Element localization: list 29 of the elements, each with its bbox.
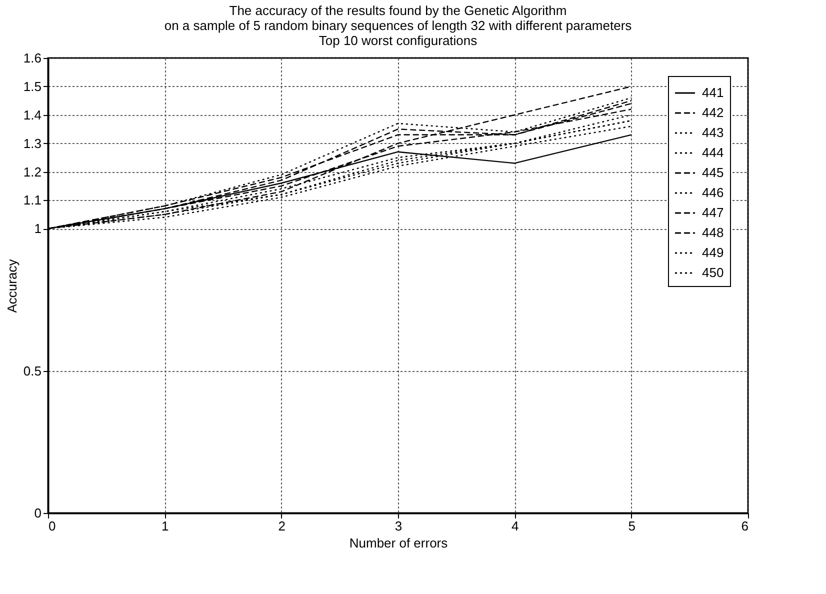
y-tick-label: 1 xyxy=(34,221,42,236)
y-tick-label: 0 xyxy=(34,506,42,520)
x-tick-label: 1 xyxy=(162,518,169,534)
legend-label: 446 xyxy=(702,185,724,200)
x-tick-label: 3 xyxy=(394,518,402,534)
legend-label: 450 xyxy=(702,265,724,280)
legend-label: 442 xyxy=(702,105,724,120)
x-tick-label: 4 xyxy=(512,518,519,534)
legend-label: 448 xyxy=(702,225,724,240)
y-tick-label: 0.5 xyxy=(23,363,42,378)
y-tick-label: 1.2 xyxy=(23,164,42,180)
y-tick-label: 1.4 xyxy=(23,107,42,122)
y-tick-label: 1.1 xyxy=(23,192,42,208)
x-tick-label: 6 xyxy=(741,518,748,534)
y-tick-label: 1.6 xyxy=(23,50,42,66)
legend-label: 443 xyxy=(702,125,724,140)
y-tick-label: 1.3 xyxy=(23,136,42,151)
legend-label: 447 xyxy=(702,205,724,220)
chart-title: The accuracy of the results found by the Genetic Algorithm on a sample of 5 random binary sequences of length 32 with different parameters Top 10 worst configurations xyxy=(164,3,632,48)
y-tick-label: 1.5 xyxy=(23,78,42,94)
x-tick-label: 5 xyxy=(628,518,636,534)
x-tick-label: 0 xyxy=(48,518,56,534)
legend-label: 445 xyxy=(702,165,724,180)
x-axis-title: Number of errors xyxy=(349,536,448,550)
y-axis-title: Accuracy xyxy=(4,258,20,313)
legend-label: 444 xyxy=(702,145,724,160)
x-tick-label: 2 xyxy=(278,518,286,534)
legend-label: 449 xyxy=(702,245,724,260)
legend-label: 441 xyxy=(702,85,724,100)
